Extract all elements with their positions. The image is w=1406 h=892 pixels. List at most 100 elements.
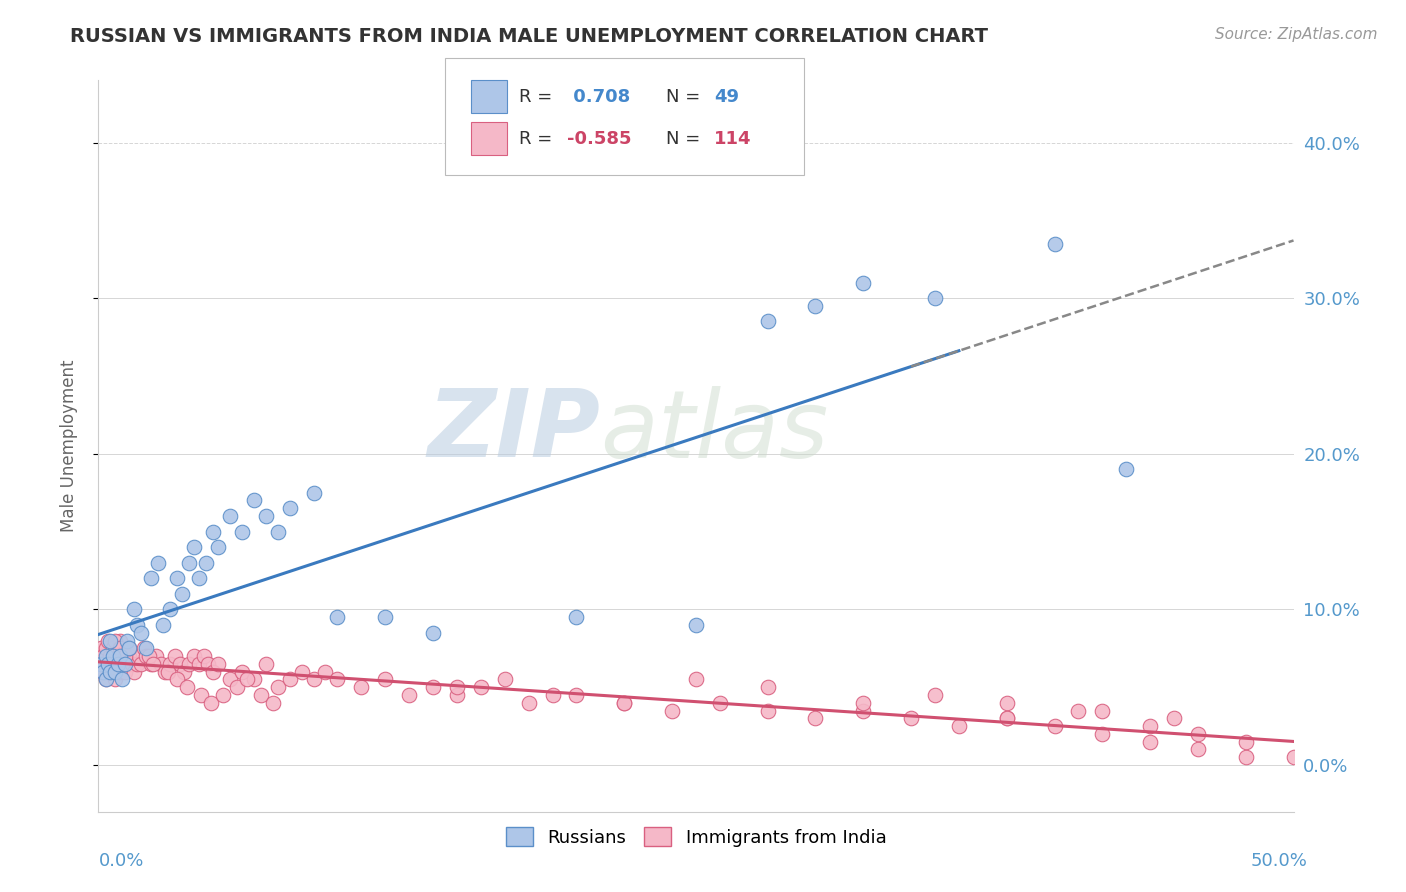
Point (613, 696, 636, 710)
Point (948, 719, 970, 733)
Text: -0.585: -0.585 (567, 130, 631, 148)
Point (169, 657, 191, 671)
Point (104, 633, 127, 648)
Point (173, 665, 195, 679)
Point (1187, 742, 1209, 756)
Point (91, 665, 114, 679)
Bar (471, 80, 508, 113)
Point (565, 610, 588, 624)
Point (207, 657, 229, 671)
Text: 49: 49 (714, 88, 740, 106)
Text: 114: 114 (714, 130, 751, 148)
Point (262, 696, 284, 710)
Text: ZIP: ZIP (427, 385, 600, 477)
Point (104, 673, 127, 687)
Point (91, 665, 114, 679)
Point (98, 633, 122, 648)
Point (852, 276, 875, 290)
Point (115, 657, 138, 671)
Point (685, 618, 707, 632)
Point (111, 673, 134, 687)
Point (278, 501, 301, 516)
Point (1115, 462, 1137, 476)
Point (142, 657, 165, 671)
Point (494, 673, 516, 687)
Point (1139, 719, 1161, 733)
Point (1282, 750, 1305, 764)
Point (398, 688, 420, 702)
Point (159, 657, 181, 671)
Point (97, 633, 120, 648)
Point (517, 696, 540, 710)
Point (195, 556, 218, 570)
Bar (471, 122, 508, 155)
Point (193, 649, 215, 664)
Point (470, 680, 492, 694)
Point (101, 649, 124, 664)
Legend: Russians, Immigrants from India: Russians, Immigrants from India (498, 820, 894, 854)
Point (446, 680, 468, 694)
Point (235, 673, 257, 687)
Text: R =: R = (519, 130, 558, 148)
Text: RUSSIAN VS IMMIGRANTS FROM INDIA MALE UNEMPLOYMENT CORRELATION CHART: RUSSIAN VS IMMIGRANTS FROM INDIA MALE UN… (70, 27, 988, 45)
Point (94, 641, 117, 656)
Point (291, 665, 314, 679)
Text: atlas: atlas (600, 386, 828, 477)
Text: 50.0%: 50.0% (1251, 852, 1308, 870)
Point (108, 633, 131, 648)
Point (190, 688, 212, 702)
Point (278, 673, 301, 687)
Point (243, 493, 266, 508)
Point (326, 610, 349, 624)
Point (118, 641, 141, 656)
Point (1067, 704, 1090, 718)
Point (121, 657, 143, 671)
Point (139, 571, 162, 585)
Point (118, 641, 141, 656)
Point (114, 649, 136, 664)
Point (183, 540, 205, 554)
Point (541, 688, 564, 702)
Point (107, 657, 129, 671)
Point (118, 649, 141, 664)
Point (97, 657, 120, 671)
Text: R =: R = (519, 88, 558, 106)
Point (900, 711, 922, 725)
Point (114, 665, 136, 679)
Point (1139, 734, 1161, 748)
Point (422, 680, 444, 694)
Point (155, 665, 177, 679)
Point (131, 657, 153, 671)
Point (226, 680, 249, 694)
Point (243, 673, 266, 687)
Point (422, 625, 444, 640)
Point (159, 602, 181, 616)
Point (125, 618, 148, 632)
Point (315, 665, 337, 679)
Point (565, 688, 588, 702)
Point (156, 665, 179, 679)
Point (149, 657, 172, 671)
Point (852, 696, 875, 710)
Point (179, 556, 201, 570)
Point (804, 299, 827, 313)
Point (101, 641, 124, 656)
Point (128, 649, 150, 664)
Point (254, 657, 277, 671)
Point (326, 673, 349, 687)
Point (207, 540, 229, 554)
Point (114, 657, 136, 671)
Point (709, 696, 731, 710)
Point (152, 618, 174, 632)
Point (101, 665, 124, 679)
Point (995, 696, 1018, 710)
Point (374, 673, 396, 687)
Point (254, 509, 277, 524)
Point (924, 688, 946, 702)
Point (115, 633, 138, 648)
Point (446, 688, 468, 702)
Point (135, 641, 157, 656)
Point (267, 680, 290, 694)
Point (98, 665, 122, 679)
Point (166, 571, 188, 585)
